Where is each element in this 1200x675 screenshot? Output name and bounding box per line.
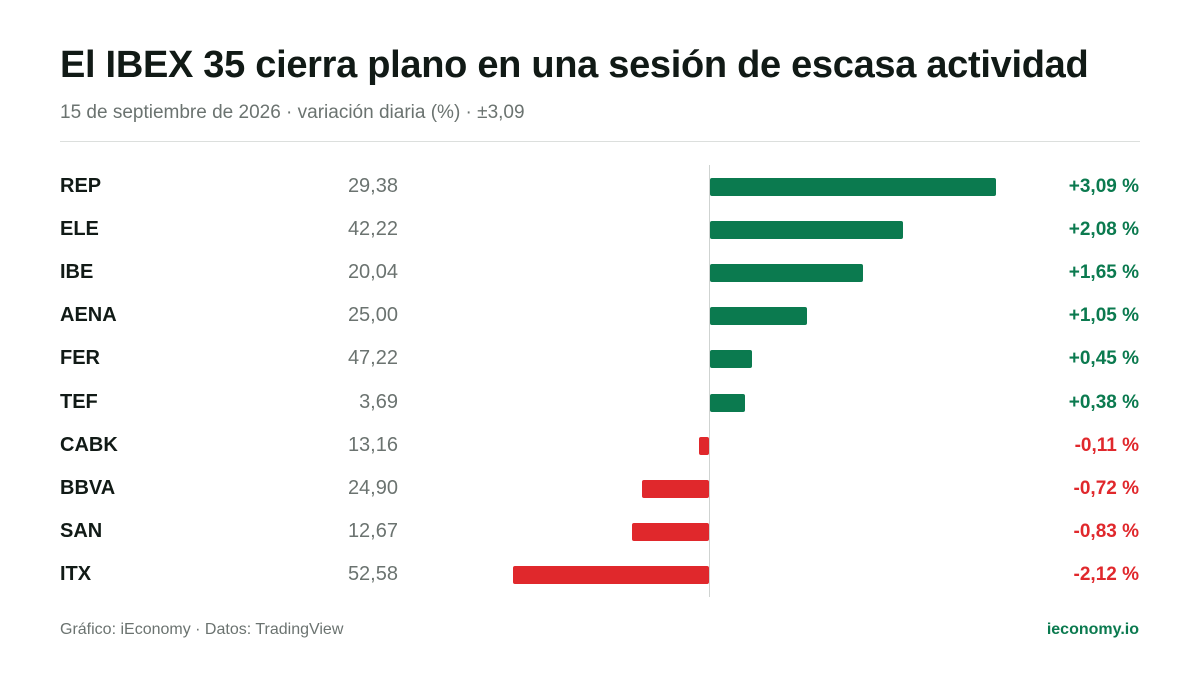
price-label: 29,38 <box>347 175 398 197</box>
price-label: 20,04 <box>347 261 398 284</box>
price-label: 25,00 <box>347 304 398 327</box>
header-divider <box>60 141 1140 142</box>
chart-row: REP 29,38 +3,09 % <box>0 165 1200 208</box>
ticker-label: TEF <box>60 390 98 413</box>
footer-credit: Gráfico: iEconomy · Datos: TradingView <box>60 621 344 638</box>
ticker-label: ELE <box>60 218 99 241</box>
value-label: +2,08 % <box>1068 219 1139 241</box>
price-label: 13,16 <box>347 433 398 456</box>
ticker-label: BBVA <box>60 476 116 499</box>
ticker-label: ITX <box>60 562 92 585</box>
value-label: -0,11 % <box>1074 434 1139 456</box>
ticker-label: REP <box>60 175 102 197</box>
bar <box>632 522 709 541</box>
chart-row: TEF 3,69 +0,38 % <box>0 381 1200 424</box>
value-label: +0,45 % <box>1068 348 1139 370</box>
bar <box>698 436 709 455</box>
chart-row: CABK 13,16 -0,11 % <box>0 424 1200 467</box>
chart-subtitle: 15 de septiembre de 2026 · variación dia… <box>60 102 525 123</box>
chart-row: BBVA 24,90 -0,72 % <box>0 467 1200 510</box>
footer-brand-link[interactable]: ieconomy.io <box>1046 621 1139 638</box>
ticker-label: CABK <box>60 433 118 456</box>
value-label: +0,38 % <box>1068 391 1139 413</box>
ticker-label: SAN <box>60 519 103 542</box>
ticker-label: FER <box>60 347 100 370</box>
bar <box>512 565 709 584</box>
zero-axis-line <box>709 165 710 597</box>
value-label: -0,72 % <box>1073 477 1139 499</box>
price-label: 12,67 <box>347 519 398 542</box>
chart-row: SAN 12,67 -0,83 % <box>0 510 1200 553</box>
chart-row: ELE 42,22 +2,08 % <box>0 208 1200 251</box>
price-label: 3,69 <box>359 390 398 413</box>
chart-title: El IBEX 35 cierra plano en una sesión de… <box>60 44 1089 86</box>
bar <box>710 221 903 240</box>
value-label: +1,05 % <box>1068 305 1139 327</box>
chart-row: FER 47,22 +0,45 % <box>0 337 1200 380</box>
chart-row: AENA 25,00 +1,05 % <box>0 294 1200 337</box>
ticker-label: AENA <box>60 304 117 327</box>
value-label: +1,65 % <box>1068 262 1139 284</box>
ticker-label: IBE <box>60 261 94 284</box>
price-label: 24,90 <box>347 476 398 499</box>
bar <box>710 307 808 326</box>
value-label: +3,09 % <box>1068 176 1139 197</box>
bar <box>710 393 746 412</box>
price-label: 47,22 <box>347 347 398 370</box>
bar-chart: REP 29,38 +3,09 % ELE 42,22 +2,08 % IBE 20,04 +1… <box>0 165 1200 597</box>
bar <box>642 479 709 498</box>
chart-row: IBE 20,04 +1,65 % <box>0 251 1200 294</box>
bar <box>710 264 863 283</box>
bar <box>710 350 752 369</box>
chart-row: ITX 52,58 -2,12 % <box>0 553 1200 596</box>
price-label: 52,58 <box>347 562 398 585</box>
value-label: -2,12 % <box>1073 563 1139 585</box>
bar <box>710 178 996 196</box>
value-label: -0,83 % <box>1073 520 1139 542</box>
price-label: 42,22 <box>347 218 398 241</box>
